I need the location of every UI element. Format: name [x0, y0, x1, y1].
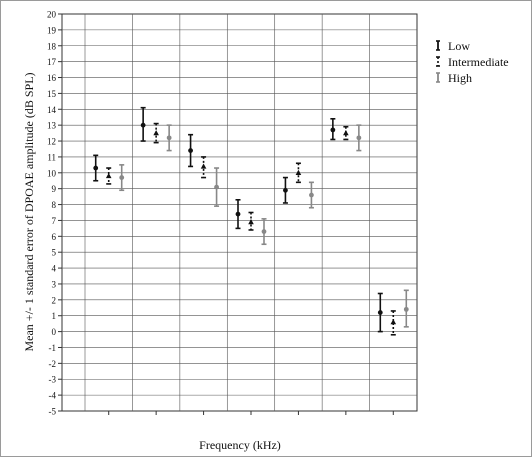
y-tick-label: 18 — [47, 41, 57, 51]
y-tick-label: 1 — [52, 311, 57, 321]
mean-marker — [343, 130, 349, 136]
y-tick-label: 14 — [47, 105, 57, 115]
y-tick-label: 13 — [47, 121, 57, 131]
y-tick-label: -5 — [49, 407, 57, 417]
y-tick-label: 16 — [47, 73, 57, 83]
y-tick-label: 2 — [52, 295, 57, 305]
y-tick-label: 6 — [52, 232, 57, 242]
y-tick-label: -4 — [49, 391, 57, 401]
mean-marker — [248, 219, 254, 225]
series-high — [119, 124, 409, 328]
y-tick-label: 11 — [47, 152, 56, 162]
mean-marker — [356, 135, 362, 141]
mean-marker — [377, 310, 383, 315]
mean-marker — [200, 163, 207, 169]
x-axis-label: Frequency (kHz) — [199, 438, 281, 452]
series-low — [93, 106, 383, 333]
mean-marker — [119, 175, 125, 180]
mean-marker — [390, 319, 397, 325]
series-intermediate — [105, 122, 397, 336]
y-tick-label: 19 — [47, 25, 57, 35]
y-tick-label: 10 — [47, 168, 57, 178]
y-tick-label: 4 — [52, 264, 57, 274]
y-tick-label: 12 — [47, 137, 56, 147]
y-axis-ticks: -5-4-3-2-1012345678910111213141516171819… — [47, 10, 62, 417]
mean-marker — [330, 127, 336, 133]
mean-marker — [188, 148, 193, 153]
y-tick-label: 17 — [47, 57, 57, 67]
mean-marker — [261, 229, 267, 234]
mean-marker — [166, 135, 172, 141]
y-tick-label: 8 — [52, 200, 57, 210]
x-axis-ticks — [108, 411, 394, 415]
legend: Low Intermediate High — [436, 39, 509, 85]
mean-marker — [235, 211, 241, 217]
legend-label: High — [448, 71, 472, 85]
y-tick-label: -1 — [49, 343, 57, 353]
legend-label: Intermediate — [448, 55, 509, 69]
y-tick-label: -3 — [49, 375, 57, 385]
legend-item-intermediate: Intermediate — [436, 55, 509, 69]
y-tick-label: 9 — [52, 184, 57, 194]
legend-item-low: Low — [436, 39, 470, 53]
y-tick-label: 5 — [52, 248, 57, 258]
legend-label: Low — [448, 39, 470, 53]
y-tick-label: 15 — [47, 89, 57, 99]
mean-marker — [93, 165, 99, 171]
mean-marker — [295, 169, 302, 175]
mean-marker — [153, 130, 159, 136]
y-axis-label: Mean +/- 1 standard error of DPOAE ampli… — [22, 72, 36, 351]
mean-marker — [105, 172, 112, 179]
y-tick-label: 20 — [47, 10, 57, 20]
mean-marker — [309, 192, 314, 198]
y-tick-label: 0 — [52, 327, 57, 337]
y-tick-label: -2 — [49, 359, 57, 369]
mean-marker — [140, 122, 146, 128]
error-bar-series — [93, 106, 409, 336]
legend-item-high: High — [436, 71, 472, 85]
y-tick-label: 7 — [52, 216, 57, 226]
mean-marker — [403, 306, 409, 312]
mean-marker — [214, 184, 219, 190]
y-tick-label: 3 — [52, 279, 57, 289]
mean-marker — [283, 187, 288, 193]
